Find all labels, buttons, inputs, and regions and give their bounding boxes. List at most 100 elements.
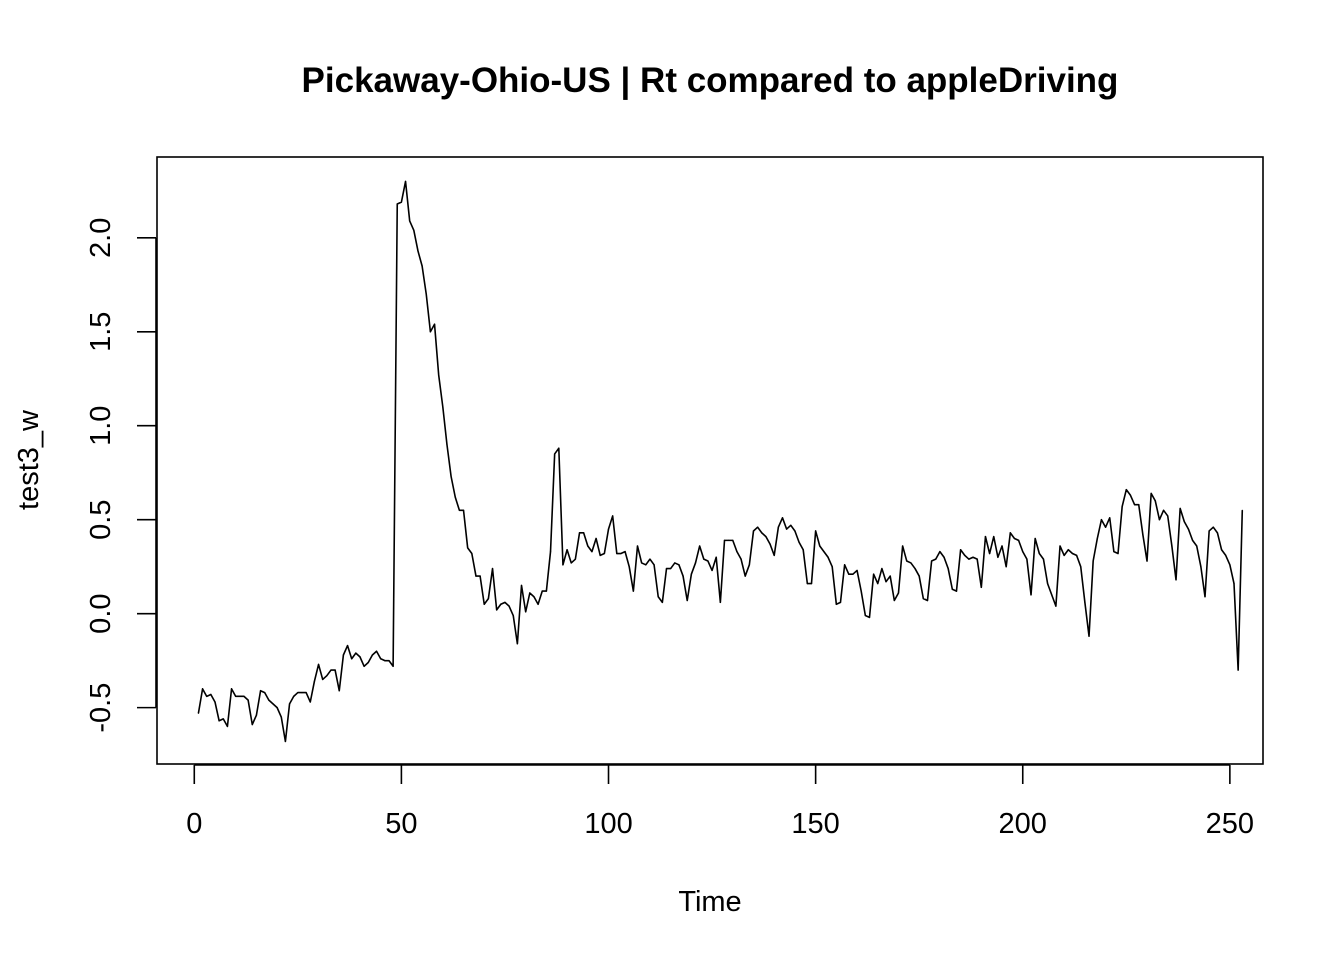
data-point	[537, 603, 539, 605]
data-point	[392, 665, 394, 667]
data-point	[757, 526, 759, 528]
data-point	[326, 675, 328, 677]
data-point	[1047, 582, 1049, 585]
data-point	[1142, 534, 1144, 536]
data-point	[409, 220, 411, 222]
x-tick-label: 150	[791, 808, 839, 840]
data-point	[860, 590, 862, 592]
data-point	[881, 567, 883, 570]
data-point	[1158, 519, 1161, 521]
data-point	[732, 539, 734, 541]
data-point	[421, 265, 423, 267]
data-point	[918, 575, 920, 577]
data-point	[504, 601, 506, 603]
data-point	[690, 573, 692, 575]
data-point	[935, 558, 937, 560]
data-point	[1183, 520, 1185, 523]
data-point	[247, 699, 249, 701]
data-point	[1067, 549, 1069, 551]
data-point	[943, 556, 945, 558]
data-point	[558, 447, 560, 449]
data-point	[243, 695, 245, 697]
data-point	[520, 584, 523, 587]
x-axis-label: Time	[678, 886, 741, 918]
data-point	[1129, 494, 1132, 496]
data-point	[1026, 558, 1028, 560]
data-point	[454, 496, 456, 498]
data-point	[566, 549, 568, 551]
plot-frame	[156, 156, 1264, 765]
data-point	[926, 599, 929, 602]
x-tick-label: 250	[1206, 808, 1254, 840]
data-point	[317, 663, 320, 666]
data-point	[603, 552, 605, 555]
data-point	[653, 564, 655, 566]
y-tick-label: 0.0	[85, 593, 117, 633]
data-point	[371, 654, 373, 656]
data-point	[595, 537, 597, 540]
data-point	[433, 323, 436, 325]
data-point	[1179, 507, 1181, 510]
data-point	[342, 654, 344, 656]
data-point	[620, 552, 622, 555]
data-point	[235, 695, 237, 697]
data-point	[574, 558, 576, 560]
data-point	[1009, 532, 1011, 534]
data-point	[259, 690, 262, 692]
data-point	[1241, 509, 1243, 511]
data-point	[313, 680, 316, 682]
data-point	[1171, 545, 1173, 547]
data-point	[873, 573, 875, 575]
data-point	[868, 616, 871, 619]
y-tick-label: 1.5	[85, 312, 117, 352]
data-point	[587, 545, 589, 547]
y-axis-label: test3_w	[13, 409, 45, 510]
data-point	[239, 695, 241, 697]
data-point	[346, 645, 349, 647]
data-point	[214, 701, 216, 703]
series-line	[197, 180, 1244, 743]
data-point	[839, 601, 842, 603]
data-point	[467, 547, 469, 549]
data-point	[309, 701, 311, 703]
data-point	[790, 524, 792, 526]
data-point	[516, 643, 518, 645]
data-point	[1113, 551, 1115, 553]
series-points	[197, 180, 1243, 743]
data-point	[844, 564, 846, 566]
data-point	[897, 592, 900, 594]
data-point	[902, 545, 904, 547]
data-point	[384, 660, 386, 662]
data-point	[989, 552, 991, 555]
data-point	[740, 558, 742, 560]
data-point	[947, 567, 949, 570]
x-axis: 0 50 100 150 200 250	[186, 764, 1254, 840]
data-point	[570, 562, 572, 564]
data-point	[197, 712, 200, 714]
data-point	[1055, 605, 1057, 607]
data-point	[748, 564, 750, 566]
data-point	[665, 567, 668, 570]
y-tick-label: -0.5	[85, 683, 117, 733]
data-point	[400, 201, 402, 203]
data-point	[777, 526, 779, 528]
data-point	[1018, 539, 1020, 541]
data-point	[301, 691, 303, 694]
data-point	[1121, 505, 1123, 508]
data-point	[417, 250, 419, 252]
data-point	[222, 718, 224, 720]
data-point	[719, 601, 721, 603]
data-point	[906, 560, 908, 562]
data-point	[752, 530, 755, 532]
data-point	[404, 180, 407, 183]
data-point	[1191, 539, 1194, 541]
data-point	[723, 539, 726, 541]
data-point	[442, 406, 444, 408]
data-point	[641, 562, 643, 564]
data-point	[541, 590, 543, 592]
data-point	[686, 599, 688, 602]
data-point	[976, 558, 978, 560]
data-point	[661, 601, 663, 603]
data-point	[910, 562, 912, 564]
data-point	[893, 599, 895, 602]
